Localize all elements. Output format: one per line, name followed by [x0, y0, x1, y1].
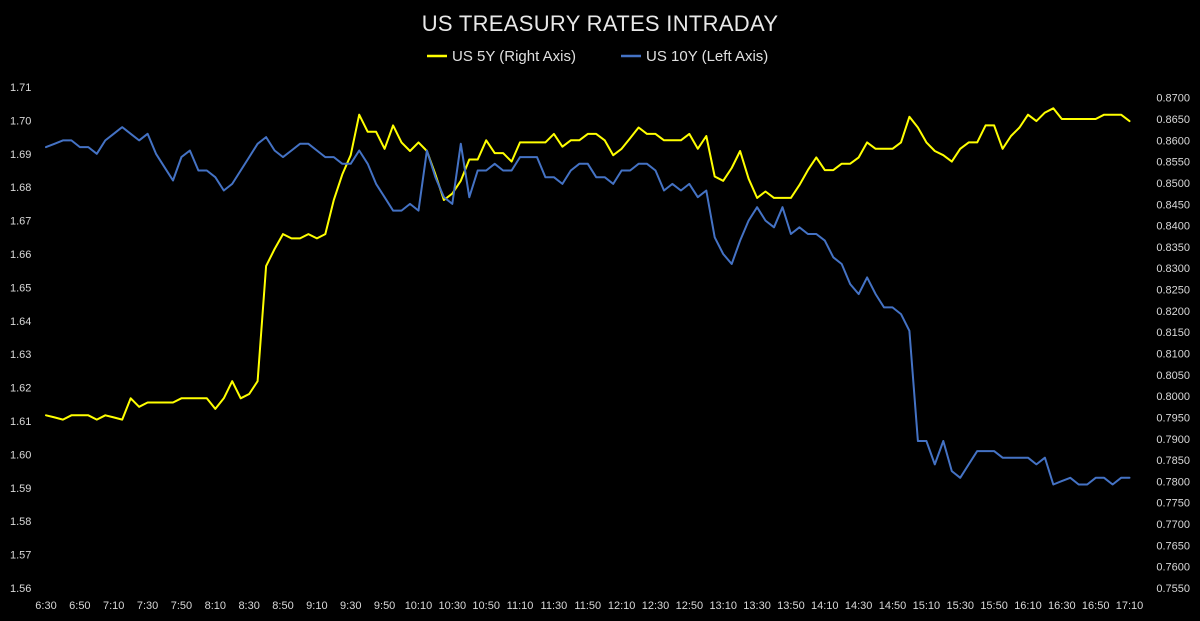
x-tick-label: 15:50	[980, 600, 1008, 612]
left-tick-label: 1.61	[10, 416, 31, 428]
left-tick-label: 1.62	[10, 383, 31, 395]
left-tick-label: 1.68	[10, 182, 31, 194]
left-tick-label: 1.64	[10, 316, 31, 328]
x-tick-label: 10:50	[472, 600, 500, 612]
x-tick-label: 8:50	[272, 600, 293, 612]
left-tick-label: 1.71	[10, 82, 31, 94]
right-tick-label: 0.8050	[1156, 370, 1190, 382]
x-tick-label: 7:50	[171, 600, 192, 612]
left-tick-label: 1.66	[10, 249, 31, 261]
x-tick-label: 9:10	[306, 600, 327, 612]
x-tick-label: 6:30	[35, 600, 56, 612]
left-tick-label: 1.65	[10, 282, 31, 294]
x-tick-label: 8:10	[205, 600, 226, 612]
right-tick-label: 0.8300	[1156, 263, 1190, 275]
x-tick-label: 12:30	[642, 600, 670, 612]
x-tick-label: 13:30	[743, 600, 771, 612]
left-tick-label: 1.67	[10, 216, 31, 228]
x-tick-label: 7:10	[103, 600, 124, 612]
x-tick-label: 12:50	[676, 600, 704, 612]
right-tick-label: 0.7800	[1156, 476, 1190, 488]
right-tick-label: 0.7750	[1156, 498, 1190, 510]
right-tick-label: 0.7900	[1156, 434, 1190, 446]
x-tick-label: 6:50	[69, 600, 90, 612]
right-tick-label: 0.7650	[1156, 540, 1190, 552]
left-tick-label: 1.56	[10, 583, 31, 595]
left-axis: 1.56 1.57 1.58 1.59 1.60 1.61 1.62 1.63 1.64 1.65…	[10, 82, 31, 595]
series-line-1	[45, 126, 1131, 486]
left-tick-label: 1.59	[10, 483, 31, 495]
right-tick-label: 0.8150	[1156, 327, 1190, 339]
x-tick-label: 15:30	[946, 600, 974, 612]
x-tick-label: 11:10	[507, 600, 534, 612]
right-tick-label: 0.8550	[1156, 157, 1190, 169]
right-tick-label: 0.8400	[1156, 221, 1190, 233]
x-tick-label: 14:10	[811, 600, 839, 612]
x-tick-label: 7:30	[137, 600, 158, 612]
left-tick-label: 1.63	[10, 349, 31, 361]
x-tick-label: 9:30	[340, 600, 361, 612]
x-tick-label: 13:50	[777, 600, 805, 612]
left-tick-label: 1.69	[10, 149, 31, 161]
x-tick-label: 12:10	[608, 600, 636, 612]
right-tick-label: 0.8700	[1156, 93, 1190, 105]
right-tick-label: 0.7600	[1156, 562, 1190, 574]
right-tick-label: 0.7850	[1156, 455, 1190, 467]
legend-label: US 10Y (Left Axis)	[646, 48, 768, 65]
right-tick-label: 0.8200	[1156, 306, 1190, 318]
right-tick-label: 0.8600	[1156, 135, 1190, 147]
right-tick-label: 0.8250	[1156, 285, 1190, 297]
right-tick-label: 0.7550	[1156, 583, 1190, 595]
right-tick-label: 0.8000	[1156, 391, 1190, 403]
left-tick-label: 1.70	[10, 115, 31, 127]
x-tick-label: 17:10	[1116, 600, 1144, 612]
x-tick-label: 9:50	[374, 600, 395, 612]
x-tick-label: 14:50	[879, 600, 907, 612]
right-tick-label: 0.7700	[1156, 519, 1190, 531]
series-layer	[45, 107, 1131, 486]
left-tick-label: 1.58	[10, 516, 31, 528]
right-tick-label: 0.8650	[1156, 114, 1190, 126]
x-tick-label: 8:30	[238, 600, 259, 612]
right-tick-label: 0.8450	[1156, 199, 1190, 211]
x-tick-label: 11:50	[574, 600, 601, 612]
left-tick-label: 1.57	[10, 550, 31, 562]
right-tick-label: 0.8100	[1156, 348, 1190, 360]
left-tick-label: 1.60	[10, 449, 31, 461]
x-tick-label: 11:30	[541, 600, 568, 612]
legend-label: US 5Y (Right Axis)	[452, 48, 576, 65]
right-tick-label: 0.8500	[1156, 178, 1190, 190]
x-tick-label: 14:30	[845, 600, 873, 612]
x-tick-label: 16:30	[1048, 600, 1076, 612]
right-tick-label: 0.7950	[1156, 412, 1190, 424]
x-tick-label: 16:50	[1082, 600, 1110, 612]
series-line-0	[45, 107, 1131, 421]
right-tick-label: 0.8350	[1156, 242, 1190, 254]
x-tick-label: 13:10	[709, 600, 737, 612]
chart-title: US TREASURY RATES INTRADAY	[422, 11, 779, 36]
x-axis: 6:30 6:50 7:10 7:30 7:50 8:10 8:30 8:50 9:10 9:30…	[35, 600, 1143, 612]
x-tick-label: 10:30	[439, 600, 467, 612]
legend: US 5Y (Right Axis) US 10Y (Left Axis)	[427, 48, 768, 65]
x-tick-label: 15:10	[913, 600, 941, 612]
x-tick-label: 10:10	[405, 600, 433, 612]
right-axis: 0.7550 0.7600 0.7650 0.7700 0.7750 0.7800 0.78…	[1156, 93, 1190, 595]
x-tick-label: 16:10	[1014, 600, 1042, 612]
